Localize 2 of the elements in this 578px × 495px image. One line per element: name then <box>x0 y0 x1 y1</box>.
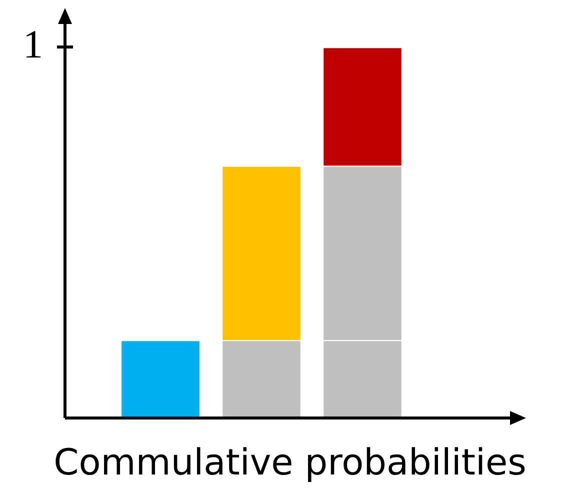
x-axis-title: Commulative probabilities <box>54 442 526 484</box>
text: 1 <box>23 22 43 66</box>
